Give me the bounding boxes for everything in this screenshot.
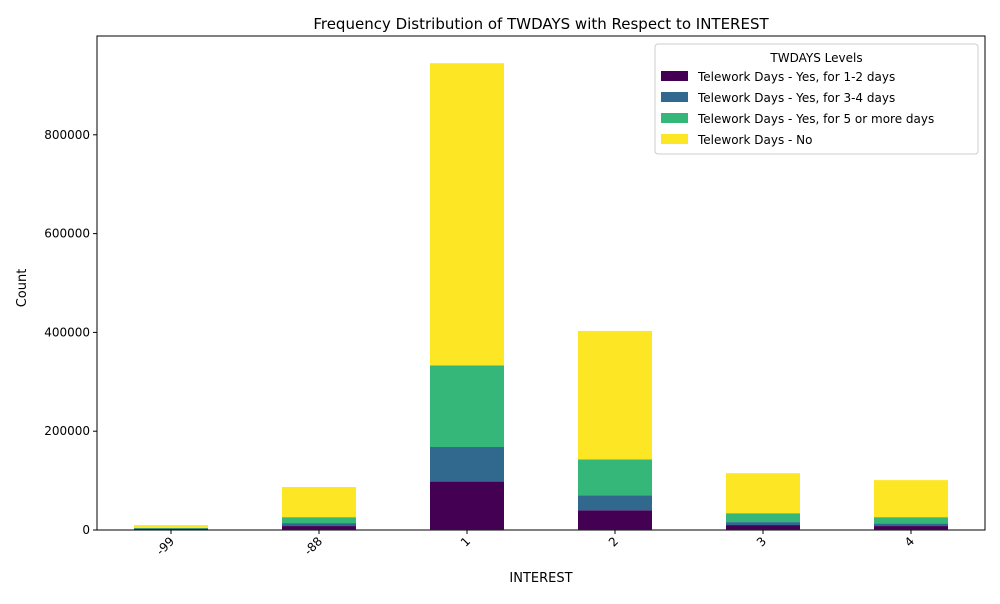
legend-swatch: [661, 71, 688, 81]
y-tick-label: 600000: [44, 227, 90, 241]
bar-segment: [726, 525, 800, 530]
legend-title: TWDAYS Levels: [769, 51, 862, 65]
bar-segment: [874, 480, 948, 517]
bar-segment: [874, 517, 948, 523]
legend-swatch: [661, 92, 688, 102]
bar-segment: [430, 63, 504, 365]
y-axis: 0 200000 400000 600000 800000: [44, 128, 97, 537]
chart-title: Frequency Distribution of TWDAYS with Re…: [313, 15, 769, 33]
bar-segment: [874, 524, 948, 526]
x-axis: -99 -88 1 2 3 4: [153, 530, 917, 558]
bar-segment: [726, 522, 800, 525]
bar-segment: [578, 459, 652, 495]
bar-segment: [578, 331, 652, 459]
bar-segment: [430, 365, 504, 447]
legend-label: Telework Days - Yes, for 1-2 days: [697, 70, 895, 84]
legend-label: Telework Days - No: [697, 133, 812, 147]
bar-segment: [282, 517, 356, 523]
bar-segment: [726, 473, 800, 513]
legend-swatch: [661, 113, 688, 123]
legend-swatch: [661, 134, 688, 144]
bar-segment: [726, 513, 800, 522]
y-tick-label: 800000: [44, 128, 90, 142]
bar-segment: [578, 495, 652, 510]
y-tick-label: 200000: [44, 424, 90, 438]
x-tick-label: 1: [458, 534, 473, 549]
bar-segment: [282, 526, 356, 530]
legend-label: Telework Days - Yes, for 5 or more days: [697, 112, 934, 126]
x-axis-label: INTEREST: [509, 571, 572, 586]
x-tick-label: 2: [606, 534, 621, 549]
y-axis-label: Count: [15, 269, 30, 308]
bar-segment: [282, 523, 356, 526]
bar-segment: [430, 482, 504, 530]
x-tick-label: 3: [754, 534, 769, 549]
bar-segment: [134, 529, 208, 530]
x-tick-label: 4: [902, 534, 917, 549]
x-tick-label: -88: [301, 534, 325, 558]
bar-segment: [578, 510, 652, 530]
bar-segment: [134, 525, 208, 528]
bar-segment: [282, 487, 356, 517]
x-tick-label: -99: [153, 534, 177, 558]
legend: TWDAYS Levels Telework Days - Yes, for 1-…: [655, 44, 978, 154]
y-tick-label: 400000: [44, 325, 90, 339]
legend-label: Telework Days - Yes, for 3-4 days: [697, 91, 895, 105]
y-tick-label: 0: [82, 523, 90, 537]
bar-segment: [874, 526, 948, 530]
bar-segment: [430, 447, 504, 482]
